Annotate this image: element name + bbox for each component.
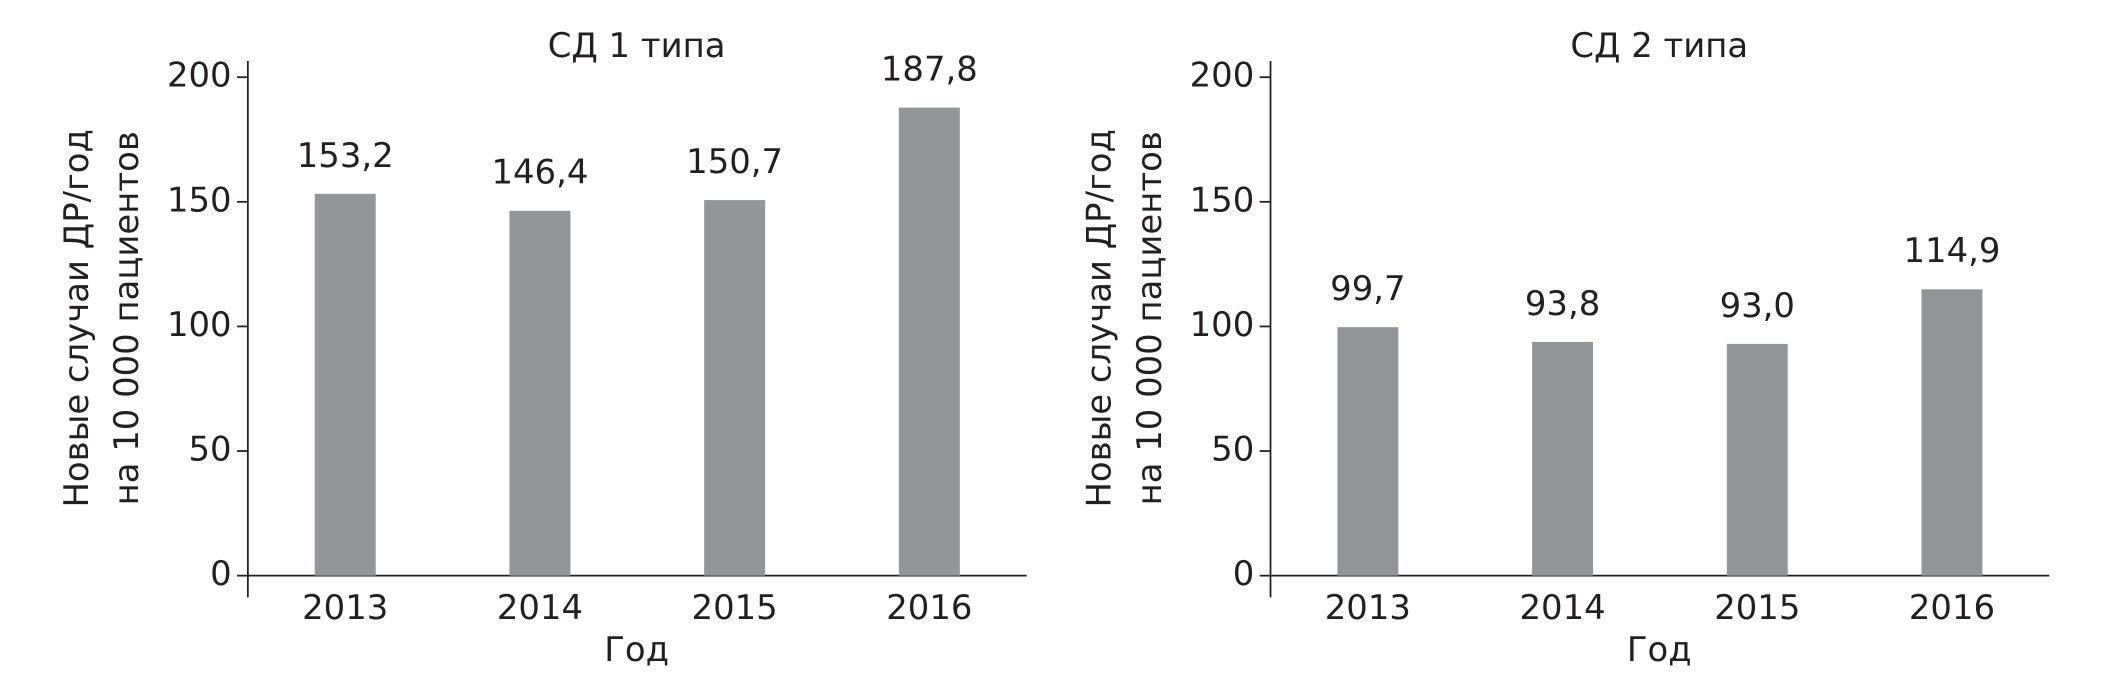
bar xyxy=(704,200,766,576)
value-label: 93,0 xyxy=(1720,286,1795,325)
y-tick-label: 150 xyxy=(1190,180,1255,219)
value-label: 150,7 xyxy=(686,142,783,181)
y-tick-label: 50 xyxy=(1211,430,1254,469)
x-tick-label: 2015 xyxy=(692,588,778,627)
bar xyxy=(1726,343,1788,576)
y-tick-label: 0 xyxy=(1233,554,1255,593)
x-axis-label: Год xyxy=(604,630,669,669)
y-tick-label: 150 xyxy=(167,180,232,219)
y-tick-label: 200 xyxy=(1190,56,1255,95)
y-tick-label: 0 xyxy=(210,554,232,593)
x-tick-label: 2015 xyxy=(1714,588,1800,627)
y-tick-label: 200 xyxy=(167,56,232,95)
x-tick-label: 2014 xyxy=(1519,588,1605,627)
x-tick-label: 2014 xyxy=(497,588,583,627)
y-tick-label: 100 xyxy=(167,305,232,344)
chart-title: СД 2 типа xyxy=(1570,26,1748,65)
y-axis-label: Новые случаи ДР/год xyxy=(57,129,96,507)
x-tick-label: 2016 xyxy=(1909,588,1995,627)
x-tick-label: 2013 xyxy=(1325,588,1411,627)
bar xyxy=(898,107,960,576)
value-label: 187,8 xyxy=(881,50,978,89)
chart-title: СД 1 типа xyxy=(548,26,726,65)
value-label: 93,8 xyxy=(1525,284,1600,323)
bar xyxy=(1921,289,1983,576)
y-tick-label: 50 xyxy=(189,430,232,469)
x-tick-label: 2013 xyxy=(302,588,388,627)
bar xyxy=(1337,327,1399,576)
x-tick-label: 2016 xyxy=(886,588,972,627)
y-tick-label: 100 xyxy=(1190,305,1255,344)
value-label: 153,2 xyxy=(297,136,394,175)
value-label: 146,4 xyxy=(491,153,588,192)
y-axis-label: на 10 000 пациентов xyxy=(107,131,146,505)
x-axis-label: Год xyxy=(1627,630,1692,669)
bar xyxy=(1532,341,1594,576)
y-axis-label: Новые случаи ДР/год xyxy=(1080,129,1119,507)
y-axis-label: на 10 000 пациентов xyxy=(1130,131,1169,505)
value-label: 99,7 xyxy=(1330,269,1405,308)
bar xyxy=(509,210,571,576)
bar xyxy=(314,193,376,576)
value-label: 114,9 xyxy=(1904,231,2001,270)
